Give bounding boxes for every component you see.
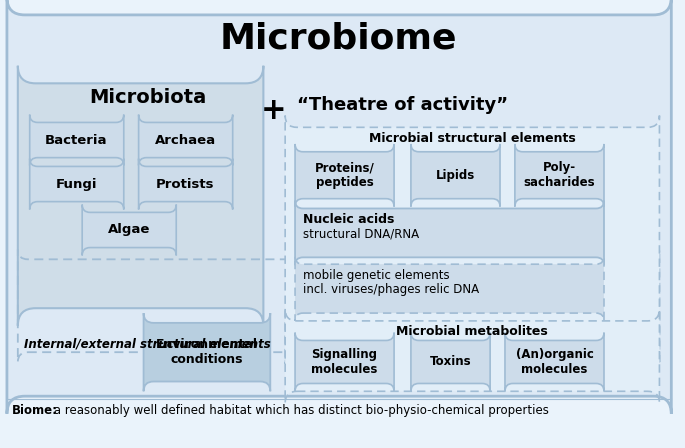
Text: Toxins: Toxins [429, 355, 471, 368]
FancyBboxPatch shape [295, 332, 394, 391]
FancyBboxPatch shape [29, 159, 124, 210]
Text: a reasonably well defined habitat which has distinct bio-physio-chemical propert: a reasonably well defined habitat which … [49, 404, 549, 417]
Text: Environmental
conditions: Environmental conditions [156, 338, 258, 366]
Text: +: + [260, 96, 286, 125]
FancyBboxPatch shape [295, 256, 604, 321]
Text: Poly-
sacharides: Poly- sacharides [523, 161, 595, 189]
Text: Biome:: Biome: [12, 404, 58, 417]
Text: Microbiota: Microbiota [89, 88, 206, 107]
FancyBboxPatch shape [505, 332, 604, 391]
Text: structural DNA/RNA: structural DNA/RNA [303, 227, 419, 240]
FancyBboxPatch shape [144, 313, 271, 391]
Text: Internal/external structural elements: Internal/external structural elements [24, 337, 271, 350]
Text: Bacteria: Bacteria [45, 134, 108, 146]
Text: Microbiome: Microbiome [220, 22, 458, 56]
Text: Lipids: Lipids [436, 169, 475, 182]
FancyBboxPatch shape [285, 309, 660, 403]
FancyBboxPatch shape [411, 144, 500, 207]
FancyBboxPatch shape [29, 115, 124, 165]
Text: Microbial metabolites: Microbial metabolites [397, 325, 548, 338]
FancyBboxPatch shape [82, 205, 176, 255]
FancyBboxPatch shape [18, 66, 263, 326]
Text: (An)organic
molecules: (An)organic molecules [516, 348, 593, 376]
FancyBboxPatch shape [138, 115, 233, 165]
FancyBboxPatch shape [138, 159, 233, 210]
Text: Archaea: Archaea [155, 134, 216, 146]
FancyBboxPatch shape [7, 0, 671, 414]
Text: Nucleic acids: Nucleic acids [303, 213, 395, 226]
Text: Signalling
molecules: Signalling molecules [312, 348, 377, 376]
FancyBboxPatch shape [515, 144, 604, 207]
Text: Microbial structural elements: Microbial structural elements [369, 132, 575, 145]
Text: Algae: Algae [108, 224, 150, 237]
FancyBboxPatch shape [411, 332, 490, 391]
Text: Proteins/
peptides: Proteins/ peptides [314, 161, 375, 189]
Text: mobile genetic elements: mobile genetic elements [303, 269, 449, 282]
Text: incl. viruses/phages relic DNA: incl. viruses/phages relic DNA [303, 283, 479, 296]
FancyBboxPatch shape [295, 201, 604, 265]
Text: Protists: Protists [156, 177, 214, 190]
FancyBboxPatch shape [285, 116, 660, 364]
FancyBboxPatch shape [295, 144, 394, 207]
Text: “Theatre of activity”: “Theatre of activity” [297, 96, 508, 114]
Text: Fungi: Fungi [55, 177, 97, 190]
